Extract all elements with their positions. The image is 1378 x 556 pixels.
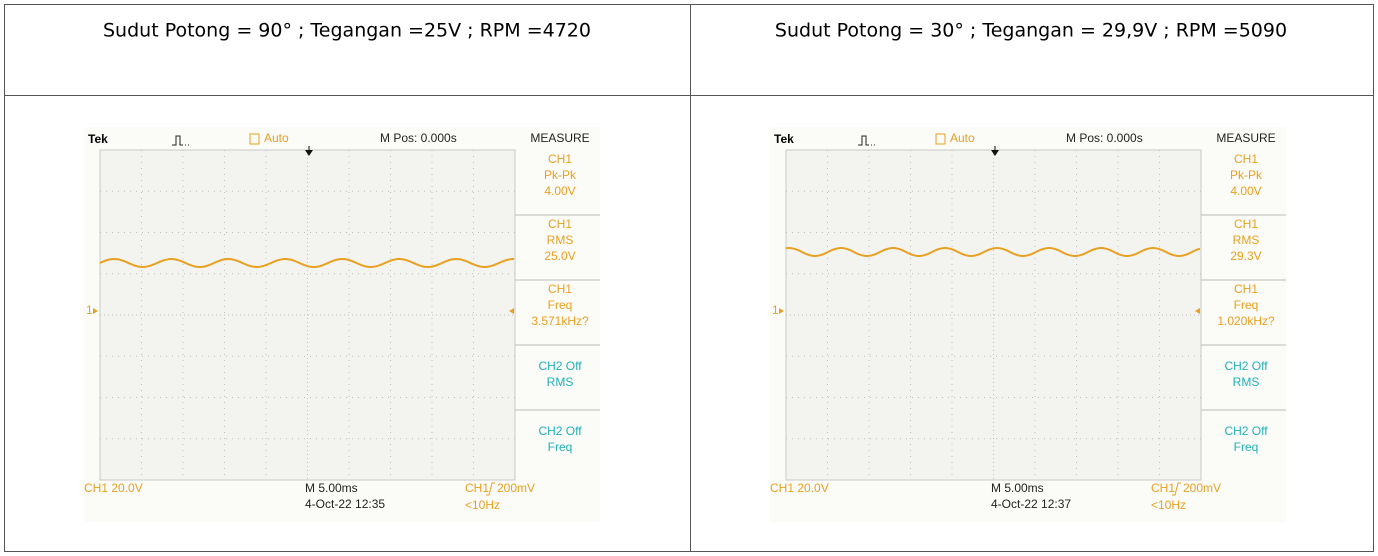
- measure-text: 1.020kHz?: [1217, 314, 1275, 328]
- channel-marker: 1: [86, 303, 93, 317]
- menu-title: MEASURE: [1216, 131, 1275, 145]
- measure-text: RMS: [1233, 375, 1260, 389]
- header-cell: Sudut Potong = 90° ; Tegangan =25V ; RPM…: [103, 20, 591, 42]
- trigger-level: 200mV: [1183, 481, 1221, 495]
- measure-text: CH1: [548, 152, 572, 166]
- measure-text: CH1: [548, 217, 572, 231]
- measure-text: Freq: [1234, 298, 1259, 312]
- timestamp: 4-Oct-22 12:35: [305, 497, 385, 511]
- trigger-mode: Auto: [264, 131, 289, 145]
- measure-text: Freq: [548, 298, 573, 312]
- measure-text: Pk-Pk: [544, 168, 577, 182]
- trigger-level: 200mV: [497, 481, 535, 495]
- measure-text: CH2 Off: [1224, 359, 1268, 373]
- measure-text: RMS: [547, 233, 574, 247]
- timebase: M 5.00ms: [991, 481, 1044, 495]
- measure-text: 4.00V: [544, 184, 575, 198]
- measure-text: CH1: [548, 282, 572, 296]
- measure-text: 3.571kHz?: [531, 314, 589, 328]
- brand: Tek: [774, 132, 794, 146]
- measure-text: 25.0V: [544, 249, 575, 263]
- horizontal-position: M Pos: 0.000s: [380, 131, 457, 145]
- channel-scale: CH1 20.0V: [84, 481, 143, 495]
- trigger-mode: Auto: [950, 131, 975, 145]
- measure-text: Pk-Pk: [1230, 168, 1263, 182]
- measure-text: Freq: [1234, 440, 1259, 454]
- document: Sudut Potong = 90° ; Tegangan =25V ; RPM…: [0, 0, 1378, 556]
- measure-text: CH2 Off: [538, 424, 582, 438]
- measure-text: Freq: [548, 440, 573, 454]
- measure-text: CH1: [1234, 217, 1258, 231]
- trigger-frequency: <10Hz: [1151, 498, 1186, 512]
- measure-text: CH1: [1234, 152, 1258, 166]
- measure-text: CH2 Off: [538, 359, 582, 373]
- measure-text: 29.3V: [1230, 249, 1261, 263]
- measure-text: 4.00V: [1230, 184, 1261, 198]
- trigger-source: CH1: [465, 481, 489, 495]
- oscilloscope: Tek Auto M Pos: 0.000s MEASURE CH1 Pk-Pk 4.00V…: [770, 127, 1286, 522]
- measure-text: RMS: [547, 375, 574, 389]
- timestamp: 4-Oct-22 12:37: [991, 497, 1071, 511]
- page: Sudut Potong = 90° ; Tegangan =25V ; RPM…: [0, 0, 1378, 556]
- header-cell: Sudut Potong = 30° ; Tegangan = 29,9V ; …: [775, 20, 1287, 42]
- oscilloscope: Tek Auto M Pos: 0.000s MEASURE CH1 Pk-Pk 4.00V…: [84, 127, 600, 522]
- horizontal-position: M Pos: 0.000s: [1066, 131, 1143, 145]
- measure-text: RMS: [1233, 233, 1260, 247]
- timebase: M 5.00ms: [305, 481, 358, 495]
- brand: Tek: [88, 132, 108, 146]
- measure-text: CH1: [1234, 282, 1258, 296]
- measure-text: CH2 Off: [1224, 424, 1268, 438]
- trigger-frequency: <10Hz: [465, 498, 500, 512]
- trigger-source: CH1: [1151, 481, 1175, 495]
- channel-scale: CH1 20.0V: [770, 481, 829, 495]
- channel-marker: 1: [772, 303, 779, 317]
- menu-title: MEASURE: [530, 131, 589, 145]
